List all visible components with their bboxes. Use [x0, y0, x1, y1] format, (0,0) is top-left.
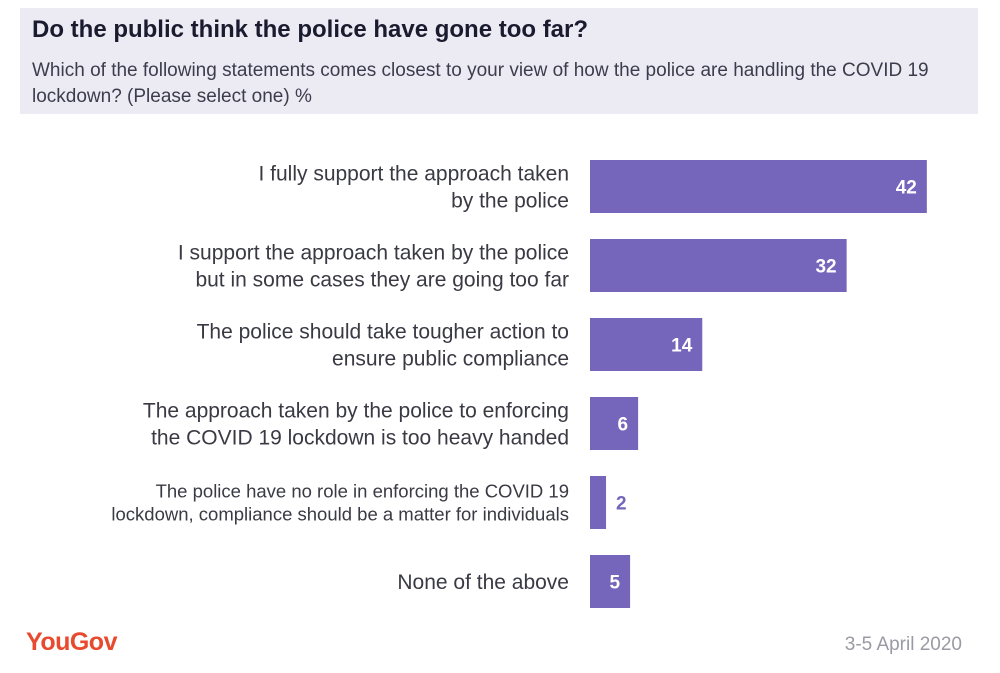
chart-title: Do the public think the police have gone… [32, 16, 589, 43]
fieldwork-date: 3-5 April 2020 [844, 634, 962, 655]
bar [590, 555, 631, 608]
bar [590, 160, 927, 213]
category-label: I fully support the approach taken by the… [258, 162, 569, 212]
bar [590, 239, 847, 292]
data-label: 2 [616, 494, 627, 515]
data-label: 32 [815, 257, 836, 278]
category-label: The approach taken by the police to enfo… [143, 399, 569, 449]
bar-chart: 42 I fully support the approach taken by t… [111, 160, 927, 608]
category-label: The police have no role in enforcing the… [111, 480, 569, 524]
yougov-logo: YouGov [26, 628, 117, 656]
header-panel: Do the public think the police have gone… [20, 8, 978, 114]
category-label: I support the approach taken by the poli… [178, 241, 569, 291]
category-label: The police should take tougher action to… [197, 320, 569, 370]
chart-subtitle: Which of the following statements comes … [32, 60, 929, 107]
bar [590, 476, 607, 529]
data-label: 42 [896, 178, 917, 199]
data-label: 5 [610, 573, 621, 594]
bar [590, 318, 703, 371]
data-label: 6 [618, 415, 629, 436]
bar [590, 397, 639, 450]
data-label: 14 [671, 336, 693, 357]
category-label: None of the above [397, 571, 569, 594]
